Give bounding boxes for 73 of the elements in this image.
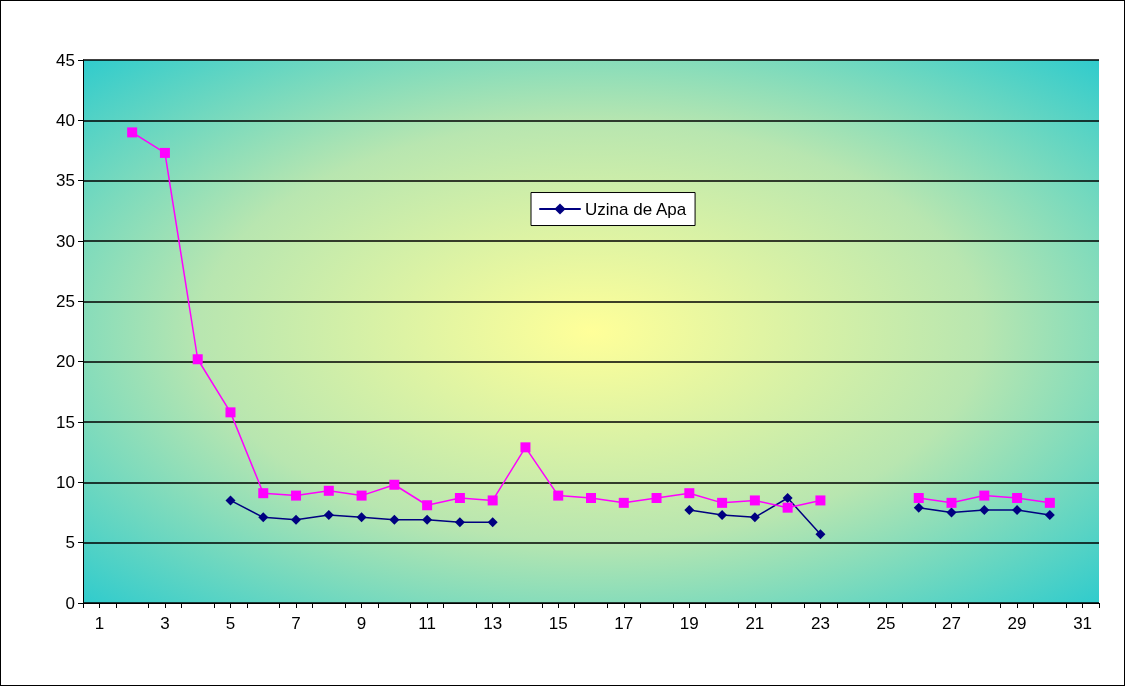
x-tick-label: 25 — [876, 614, 896, 633]
point — [389, 479, 400, 490]
x-tick-label: 13 — [483, 614, 503, 633]
point — [520, 442, 531, 453]
point — [782, 493, 793, 504]
point — [684, 505, 695, 516]
point — [225, 407, 236, 418]
point — [586, 493, 596, 504]
point — [323, 509, 334, 520]
point — [356, 490, 367, 501]
y-tick-label: 10 — [56, 472, 75, 492]
x-tick-label: 1 — [94, 614, 105, 633]
point — [651, 493, 662, 504]
point — [127, 127, 138, 138]
x-tick-label: 31 — [1073, 614, 1093, 633]
point — [946, 507, 957, 518]
point — [1012, 493, 1023, 504]
point — [487, 495, 498, 506]
y-tick-label: 20 — [56, 352, 75, 372]
point — [291, 490, 302, 501]
point — [717, 497, 728, 508]
point — [454, 493, 465, 504]
y-tick-label: 45 — [56, 50, 75, 70]
point — [913, 502, 924, 513]
point — [389, 514, 400, 525]
point — [979, 490, 990, 501]
y-tick-label: 0 — [65, 593, 75, 613]
x-tick-label: 29 — [1007, 614, 1027, 633]
legend-label: Uzina de Apa — [585, 199, 687, 219]
point — [323, 485, 334, 496]
x-tick-label: 19 — [679, 614, 699, 633]
point — [487, 517, 498, 528]
point — [618, 497, 629, 508]
point — [782, 502, 793, 513]
point — [749, 512, 760, 523]
point — [258, 488, 269, 499]
point — [553, 490, 564, 501]
point — [815, 529, 826, 540]
point — [1012, 505, 1023, 516]
point — [258, 512, 269, 523]
point — [913, 493, 924, 504]
point — [684, 488, 695, 499]
x-tick-label: 11 — [418, 614, 436, 633]
x-tick-label: 9 — [356, 614, 367, 633]
point — [422, 500, 433, 511]
point — [454, 517, 465, 528]
point — [815, 495, 826, 506]
point — [192, 354, 203, 365]
point — [1044, 509, 1055, 520]
x-tick-label: 15 — [548, 614, 568, 633]
y-tick-label: 35 — [56, 171, 75, 191]
y-tick-label: 30 — [56, 231, 75, 251]
point — [225, 495, 236, 506]
point — [1044, 497, 1055, 508]
x-tick-label: 5 — [225, 614, 236, 633]
y-tick-label: 5 — [65, 533, 75, 553]
point — [979, 505, 990, 516]
x-tick-label: 21 — [745, 614, 765, 633]
y-tick-label: 15 — [56, 412, 75, 432]
point — [749, 495, 760, 506]
x-tick-label: 3 — [160, 614, 170, 633]
x-tick-label: 17 — [614, 614, 634, 633]
x-tick-label: 27 — [942, 614, 961, 633]
point — [717, 509, 728, 520]
point — [291, 514, 302, 525]
point — [422, 514, 433, 525]
x-tick-label: 23 — [810, 614, 830, 633]
point — [159, 147, 170, 158]
y-tick-label: 25 — [56, 291, 75, 311]
point — [946, 497, 957, 508]
x-tick-label: 7 — [291, 614, 301, 633]
y-tick-label: 40 — [56, 110, 75, 130]
point — [356, 512, 367, 523]
